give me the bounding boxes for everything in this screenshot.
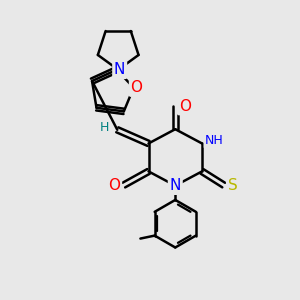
Text: O: O (130, 80, 142, 95)
Text: O: O (179, 98, 191, 113)
Text: N: N (114, 62, 125, 77)
Text: S: S (228, 178, 238, 193)
Text: N: N (169, 178, 181, 193)
Text: O: O (108, 178, 120, 193)
Text: H: H (100, 121, 110, 134)
Text: NH: NH (205, 134, 224, 147)
